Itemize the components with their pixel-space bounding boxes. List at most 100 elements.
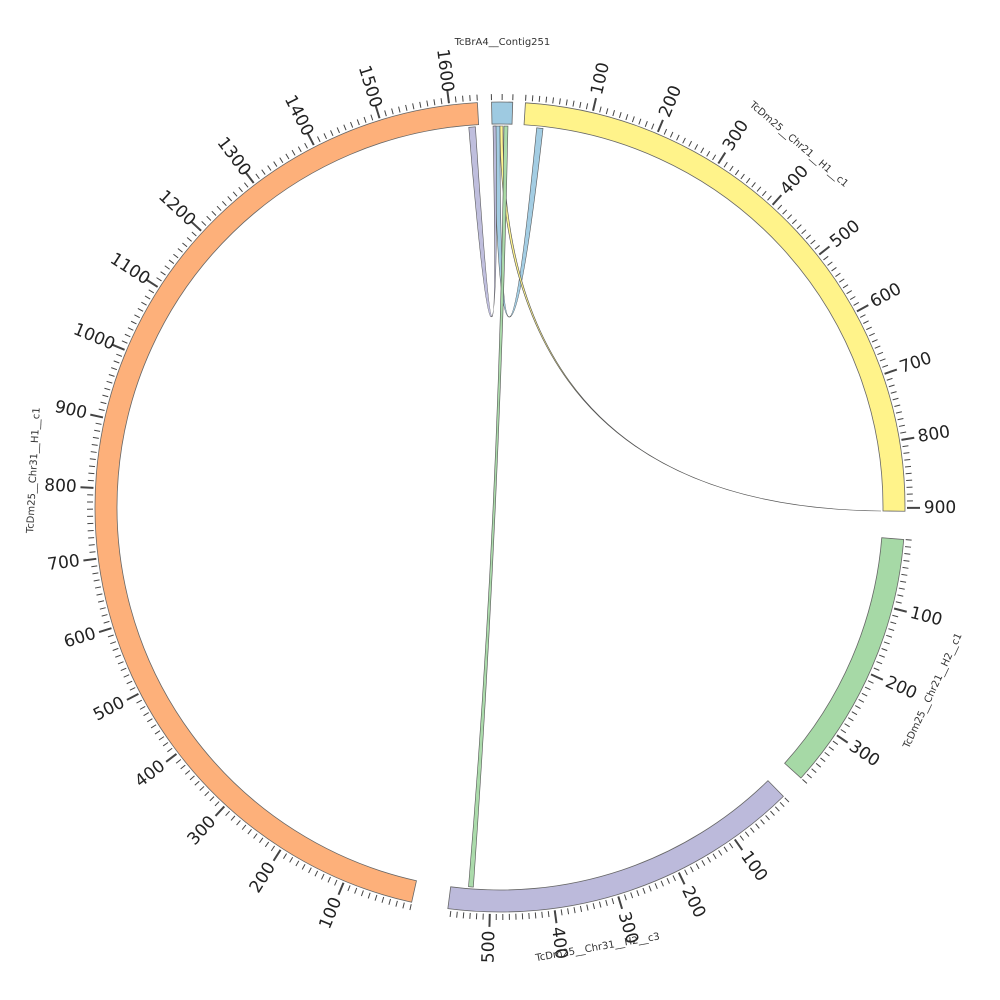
minor-tick: [247, 829, 252, 835]
minor-tick: [579, 101, 582, 108]
minor-tick: [765, 815, 770, 821]
minor-tick: [831, 267, 837, 272]
minor-tick: [660, 880, 664, 887]
major-tick: [856, 304, 869, 313]
minor-tick: [221, 200, 227, 207]
major-tick: [272, 849, 282, 862]
minor-tick: [354, 887, 358, 894]
minor-tick: [905, 546, 912, 548]
minor-tick: [230, 815, 236, 821]
tick-label-chr21h1-300: 300: [719, 117, 753, 155]
major-tick: [592, 97, 597, 112]
minor-tick: [168, 259, 175, 264]
major-tick: [617, 896, 624, 910]
minor-tick: [388, 898, 392, 905]
minor-tick: [863, 320, 869, 324]
minor-tick: [402, 902, 405, 909]
minor-tick: [625, 114, 629, 121]
minor-tick: [801, 229, 807, 235]
link-contig-chr31h2: [468, 125, 509, 888]
minor-tick: [110, 641, 117, 645]
minor-tick: [755, 823, 760, 829]
minor-tick: [694, 144, 699, 150]
minor-tick: [164, 265, 170, 270]
minor-tick: [253, 833, 258, 839]
minor-tick: [398, 106, 401, 113]
minor-tick: [405, 104, 408, 111]
minor-tick: [241, 824, 247, 830]
tick-label-chr31h1-800: 800: [44, 476, 77, 498]
minor-tick: [898, 424, 905, 427]
minor-tick: [214, 801, 220, 807]
minor-tick: [243, 182, 249, 188]
major-tick: [245, 172, 255, 184]
minor-tick: [283, 853, 288, 859]
minor-tick: [586, 904, 589, 911]
tick-label-chr31h1-400: 400: [131, 756, 169, 792]
minor-tick: [167, 747, 173, 753]
tick-label-chr31h1-700: 700: [46, 551, 81, 575]
minor-tick: [330, 130, 334, 137]
minor-tick: [395, 900, 398, 907]
minor-tick: [892, 614, 899, 618]
segment-chr21h2: [784, 537, 905, 779]
minor-tick: [160, 271, 166, 276]
minor-tick: [750, 827, 755, 833]
minor-tick: [124, 333, 131, 338]
minor-tick: [902, 445, 909, 448]
minor-tick: [682, 137, 686, 144]
minor-tick: [291, 149, 296, 156]
minor-tick: [180, 764, 186, 770]
minor-tick: [761, 190, 767, 197]
minor-tick: [802, 778, 808, 784]
minor-tick: [684, 869, 688, 876]
minor-tick: [874, 345, 881, 349]
minor-tick: [95, 422, 102, 425]
minor-tick: [718, 850, 723, 856]
minor-tick: [456, 911, 458, 918]
minor-tick: [327, 876, 331, 883]
minor-tick: [631, 116, 635, 123]
minor-tick: [93, 579, 100, 582]
minor-tick: [143, 712, 150, 717]
minor-tick: [886, 377, 893, 381]
link-contig-chr31h1: [468, 125, 497, 317]
minor-tick: [904, 553, 911, 555]
tick-label-chr31h1-1000: 1000: [70, 319, 118, 354]
minor-tick: [175, 759, 182, 764]
minor-tick: [777, 204, 783, 210]
minor-tick: [760, 819, 765, 825]
minor-tick: [815, 763, 822, 768]
minor-tick: [886, 634, 893, 638]
minor-tick: [666, 877, 670, 884]
minor-tick: [873, 667, 880, 671]
minor-tick: [238, 186, 243, 193]
minor-tick: [139, 705, 146, 710]
minor-tick: [876, 661, 883, 665]
minor-tick: [120, 667, 127, 672]
minor-tick: [827, 261, 833, 266]
minor-tick: [232, 191, 238, 197]
minor-tick: [336, 127, 340, 134]
major-tick: [901, 436, 915, 441]
tick-label-chr31h2-400: 400: [547, 926, 571, 961]
minor-tick: [191, 231, 197, 237]
link-contig-chr21h1: [493, 125, 544, 318]
minor-tick: [839, 278, 845, 283]
minor-tick: [842, 284, 849, 289]
major-tick: [146, 279, 159, 288]
minor-tick: [113, 360, 120, 364]
minor-tick: [534, 912, 537, 919]
minor-tick: [672, 875, 676, 882]
segment-contig: [491, 101, 514, 125]
minor-tick: [343, 124, 347, 131]
minor-tick: [744, 831, 750, 837]
major-tick: [112, 343, 125, 351]
major-tick: [83, 557, 97, 562]
minor-tick: [279, 157, 284, 164]
minor-tick: [94, 586, 102, 589]
minor-tick: [734, 169, 740, 176]
minor-tick: [99, 607, 106, 610]
